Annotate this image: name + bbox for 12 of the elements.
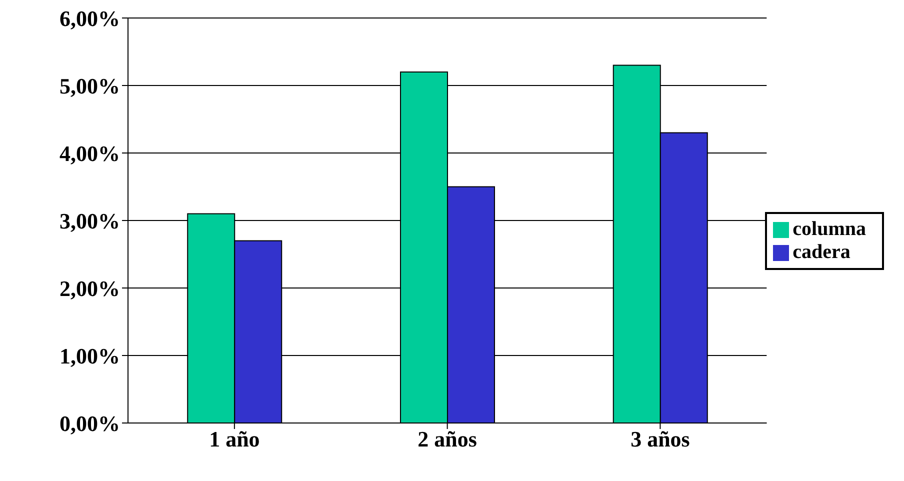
y-tick-label: 6,00% (60, 6, 120, 31)
y-tick-label: 5,00% (60, 73, 120, 98)
x-tick-label: 3 años (630, 426, 690, 452)
y-tick-label: 4,00% (60, 140, 120, 166)
legend-label: cadera (792, 240, 850, 262)
y-tick-label: 1,00% (60, 343, 120, 368)
y-tick-label: 3,00% (60, 208, 120, 234)
x-tick-label: 1 año (209, 426, 260, 452)
y-tick-label: 0,00% (60, 410, 120, 436)
x-tick-label: 2 años (418, 426, 478, 452)
y-tick-label: 2,00% (60, 276, 120, 301)
legend-label: columna (792, 218, 866, 240)
